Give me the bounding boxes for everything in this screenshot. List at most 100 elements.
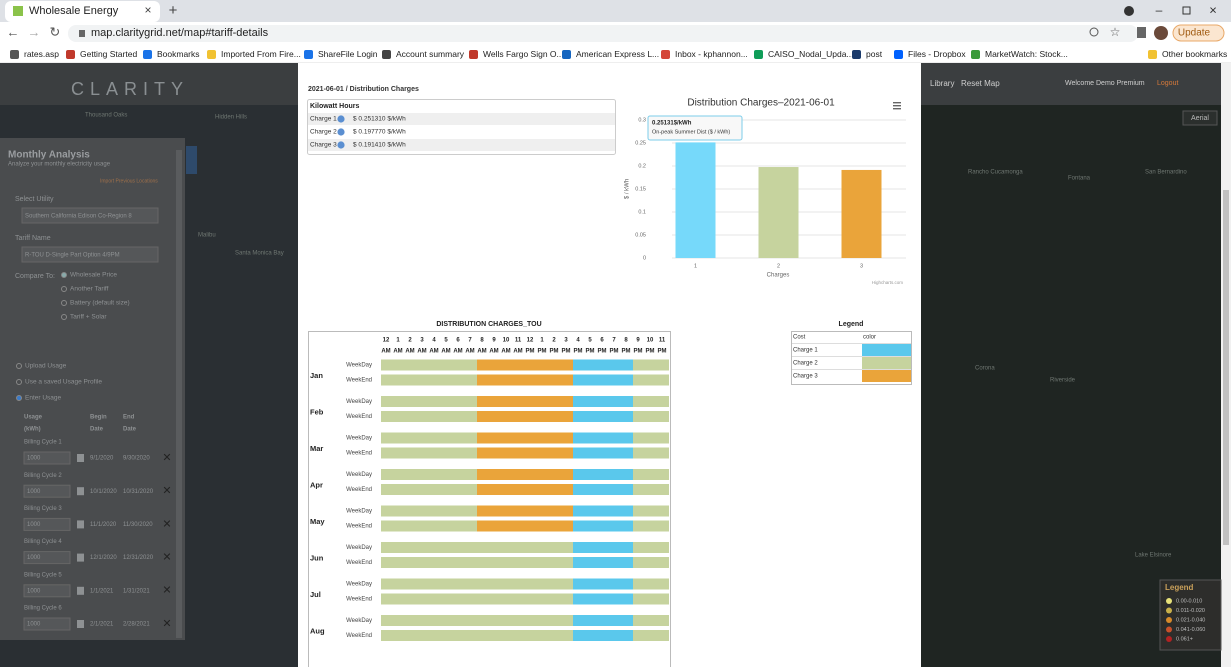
- tou-cell: [429, 396, 441, 407]
- address-bar[interactable]: [68, 25, 1138, 42]
- logout-link[interactable]: Logout: [1157, 80, 1178, 87]
- tou-cell: [549, 469, 561, 480]
- utility-label: Select Utility: [15, 196, 54, 203]
- remove-cycle[interactable]: ✕: [162, 618, 171, 630]
- bookmark[interactable]: Inbox - kphannon...: [675, 49, 748, 59]
- tou-cell: [549, 484, 561, 495]
- radio[interactable]: [16, 395, 22, 401]
- usage-input[interactable]: [23, 517, 71, 531]
- bar[interactable]: [758, 167, 799, 258]
- chart-menu[interactable]: [893, 102, 901, 110]
- bookmark[interactable]: Account summary: [396, 49, 465, 59]
- back-button[interactable]: ←: [7, 24, 20, 39]
- zoom-icon[interactable]: [1089, 27, 1099, 37]
- new-tab[interactable]: +: [169, 2, 178, 19]
- radio[interactable]: [16, 379, 22, 385]
- tou-cell: [429, 630, 441, 641]
- remove-cycle[interactable]: ✕: [162, 552, 171, 564]
- tooltip-series: On-peak Summer Dist ($ / kWh): [652, 129, 730, 135]
- radio[interactable]: [16, 363, 22, 369]
- tou-cell: [477, 374, 489, 386]
- day-type: WeekDay: [346, 399, 372, 405]
- calendar-icon[interactable]: [77, 553, 84, 562]
- bookmark[interactable]: Other bookmarks: [1162, 49, 1227, 59]
- map-legend-item: 0.00-0.010: [1176, 598, 1202, 604]
- tou-cell: [645, 615, 657, 626]
- remove-cycle[interactable]: ✕: [162, 485, 171, 497]
- tou-cell: [633, 411, 645, 422]
- active-tab[interactable]: [5, 1, 160, 22]
- calendar-icon[interactable]: [77, 487, 84, 496]
- radio[interactable]: [61, 272, 67, 278]
- forward-button[interactable]: →: [28, 24, 41, 39]
- remove-cycle[interactable]: ✕: [162, 452, 171, 464]
- period-label: AM: [489, 349, 498, 355]
- bookmark[interactable]: MarketWatch: Stock...: [985, 49, 1068, 59]
- tou-cell: [657, 593, 669, 605]
- bookmark[interactable]: Bookmarks: [157, 49, 200, 59]
- scrollbar-thumb[interactable]: [1223, 190, 1229, 545]
- tou-cell: [417, 484, 429, 495]
- reload-button[interactable]: ↻: [50, 24, 61, 39]
- tou-cell: [537, 411, 549, 422]
- bookmark[interactable]: Getting Started: [80, 49, 137, 59]
- tou-cell: [573, 359, 585, 371]
- usage-input[interactable]: [23, 484, 71, 498]
- tou-cell: [465, 484, 477, 495]
- usage-input[interactable]: [23, 617, 71, 631]
- maximize[interactable]: [1182, 6, 1191, 15]
- radio[interactable]: [61, 286, 67, 292]
- tariff-select[interactable]: [21, 246, 159, 263]
- tou-cell: [381, 374, 393, 386]
- utility-select[interactable]: [21, 207, 159, 224]
- minimize[interactable]: –: [1156, 3, 1163, 17]
- info-icon[interactable]: [337, 128, 345, 136]
- bookmark[interactable]: American Express L...: [576, 49, 659, 59]
- info-icon[interactable]: [337, 141, 345, 149]
- bookmark[interactable]: Files - Dropbox: [908, 49, 966, 59]
- tou-cell: [441, 593, 453, 605]
- calendar-icon[interactable]: [77, 520, 84, 529]
- radio[interactable]: [61, 300, 67, 306]
- star-icon[interactable]: ☆: [1110, 25, 1121, 39]
- update-button[interactable]: [1172, 24, 1225, 42]
- bookmark[interactable]: rates.asp: [24, 49, 59, 59]
- bookmark[interactable]: ShareFile Login: [318, 49, 378, 59]
- panel-scrollbar[interactable]: [176, 150, 182, 638]
- calendar-icon[interactable]: [77, 620, 84, 628]
- usage-input[interactable]: [23, 451, 71, 465]
- radio[interactable]: [61, 314, 67, 320]
- bookmark[interactable]: post: [866, 49, 883, 59]
- profile-avatar[interactable]: [1154, 26, 1168, 40]
- calendar-icon[interactable]: [77, 454, 84, 462]
- media-icon[interactable]: [1124, 6, 1134, 16]
- tou-cell: [609, 615, 621, 626]
- tou-cell: [657, 542, 669, 553]
- extensions-icon[interactable]: [1137, 27, 1146, 38]
- bar[interactable]: [841, 169, 882, 258]
- bookmark-icon: [10, 50, 19, 59]
- bookmark[interactable]: CAISO_Nodal_Upda...: [768, 49, 854, 59]
- calendar-icon[interactable]: [77, 586, 84, 595]
- tou-cell: [501, 630, 513, 641]
- usage-input[interactable]: [23, 584, 71, 598]
- map-toggle[interactable]: [1182, 110, 1218, 126]
- tou-cell: [525, 447, 537, 459]
- usage-input[interactable]: [23, 551, 71, 565]
- tou-cell: [417, 520, 429, 532]
- close-window[interactable]: ×: [1209, 2, 1217, 17]
- bookmark[interactable]: Imported From Fire...: [221, 49, 301, 59]
- panel-collapse[interactable]: [186, 146, 197, 174]
- tou-cell: [585, 630, 597, 641]
- map-label: Corona: [975, 366, 995, 372]
- bookmark[interactable]: Wells Fargo Sign O...: [483, 49, 564, 59]
- tou-cell: [405, 578, 417, 590]
- nav-library[interactable]: Library: [930, 79, 954, 88]
- nav-reset-map[interactable]: Reset Map: [961, 79, 1000, 88]
- remove-cycle[interactable]: ✕: [162, 518, 171, 530]
- remove-cycle[interactable]: ✕: [162, 585, 171, 597]
- info-icon[interactable]: [337, 115, 345, 123]
- tab-close[interactable]: ×: [144, 3, 151, 17]
- bar[interactable]: [675, 142, 716, 258]
- import-link[interactable]: Import Previous Locations: [100, 178, 158, 184]
